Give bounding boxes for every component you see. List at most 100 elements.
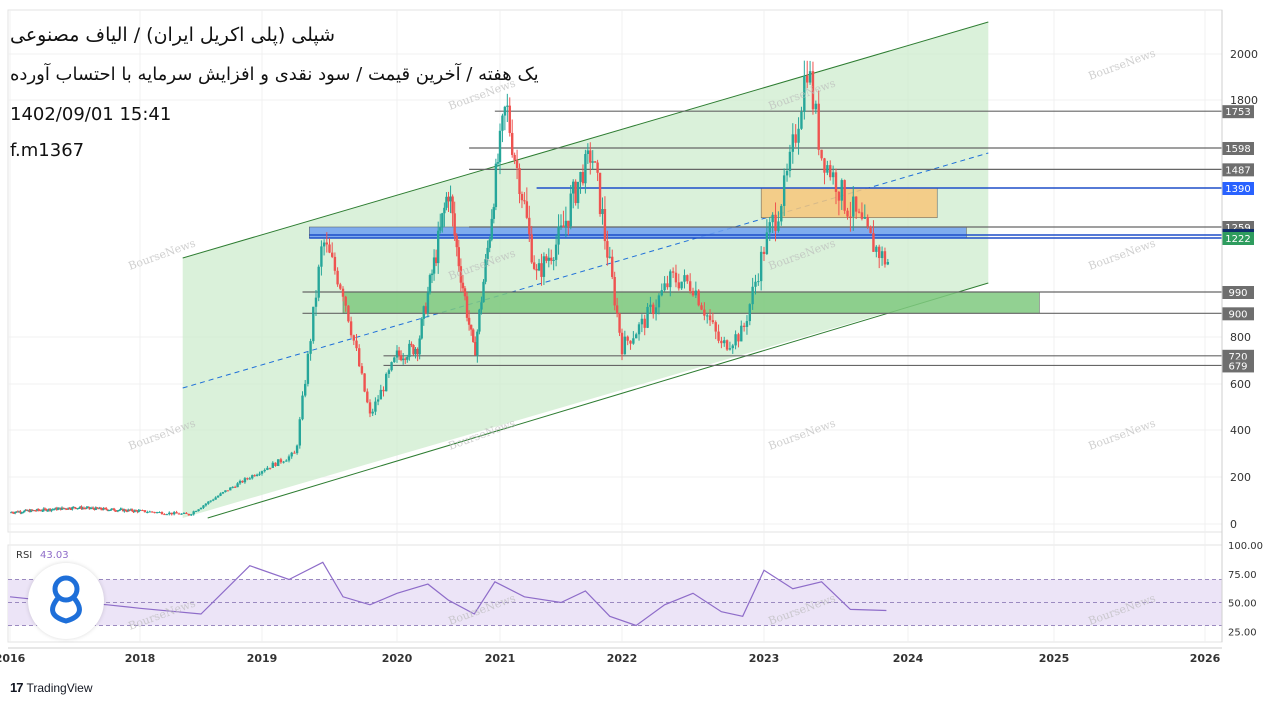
candle-body xyxy=(618,313,621,333)
candle-body xyxy=(132,511,135,513)
candle-body xyxy=(723,340,726,344)
candle-body xyxy=(598,172,602,215)
candle-body xyxy=(279,459,283,463)
candle-body xyxy=(589,150,592,163)
candle-body xyxy=(486,247,489,260)
candle-body xyxy=(155,512,159,514)
candle-body xyxy=(780,205,783,222)
candle-body xyxy=(212,499,215,501)
candle-body xyxy=(382,389,385,392)
candle-body xyxy=(229,487,232,491)
candle-body xyxy=(14,512,17,514)
candle-body xyxy=(547,257,550,261)
candle-body xyxy=(788,151,792,171)
candle-body xyxy=(511,132,514,155)
candle-body xyxy=(46,510,49,512)
candle-body xyxy=(124,509,127,511)
rsi-pane: 100.00 75.00 50.00 25.00 RSI 43.03 xyxy=(8,541,1263,638)
candle-body xyxy=(45,509,48,511)
candle-body xyxy=(268,467,272,469)
candle-body xyxy=(441,213,444,228)
candle-body xyxy=(393,357,396,363)
candle-body xyxy=(63,508,66,510)
candle-body xyxy=(89,508,92,510)
candle-body xyxy=(686,275,689,282)
tradingview-brand: 17 TradingView xyxy=(10,680,93,695)
candle-body xyxy=(694,290,698,296)
candle-body xyxy=(194,511,198,513)
candle-body xyxy=(691,290,695,296)
candle-body xyxy=(432,257,436,274)
candle-body xyxy=(669,271,672,288)
candle-body xyxy=(463,288,467,297)
candle-body xyxy=(482,281,485,303)
candle-body xyxy=(366,391,369,403)
candle-body xyxy=(17,511,21,513)
candle-body xyxy=(584,154,587,184)
candle-body xyxy=(105,508,108,510)
tradingview-label: TradingView xyxy=(26,680,93,695)
candle-body xyxy=(637,324,641,335)
candle-body xyxy=(25,509,29,511)
candle-body xyxy=(371,411,374,414)
candle-body xyxy=(202,505,205,508)
candle-body xyxy=(785,170,789,176)
brand-logo-icon xyxy=(50,575,82,624)
candle-body xyxy=(680,281,683,289)
chart-subtitle: یک هفته / آخرین قیمت / سود نقدی و افزایش… xyxy=(10,64,539,85)
candle-body xyxy=(248,478,251,480)
candle-body xyxy=(134,510,138,512)
candle-body xyxy=(410,343,413,346)
candle-body xyxy=(426,292,430,314)
candle-body xyxy=(754,281,757,287)
candle-body xyxy=(852,196,855,217)
candle-body xyxy=(192,511,195,515)
candle-body xyxy=(177,513,181,515)
candle-body xyxy=(831,172,835,178)
candle-body xyxy=(434,257,438,264)
candle-body xyxy=(43,508,47,510)
level-tag xyxy=(1222,163,1254,177)
candle-body xyxy=(472,329,475,343)
candle-body xyxy=(360,366,364,374)
candle-body xyxy=(51,509,55,511)
candle-body xyxy=(603,209,607,242)
candle-body xyxy=(826,165,829,173)
candle-body xyxy=(114,510,117,512)
candle-body xyxy=(528,217,531,235)
candle-body xyxy=(720,340,723,344)
candle-body xyxy=(60,507,64,510)
candle-body xyxy=(67,507,70,510)
candle-body xyxy=(677,282,680,289)
candle-body xyxy=(803,75,806,112)
level-tag xyxy=(1222,232,1254,245)
candle-body xyxy=(837,191,841,201)
candle-body xyxy=(33,510,36,512)
candle-body xyxy=(508,105,511,133)
candle-body xyxy=(840,180,843,201)
candle-body xyxy=(854,196,858,212)
candle-body xyxy=(860,212,864,219)
candle-body xyxy=(274,462,277,466)
candle-body xyxy=(141,510,144,512)
candle-body xyxy=(363,373,366,392)
candle-body xyxy=(465,296,469,318)
candle-body xyxy=(613,276,616,306)
candle-body xyxy=(320,246,323,267)
candle-body xyxy=(608,256,611,258)
candle-body xyxy=(451,196,454,214)
candle-body xyxy=(829,165,832,178)
candle-body xyxy=(397,350,401,356)
candle-body xyxy=(390,362,393,371)
candle-body xyxy=(243,478,247,483)
candle-body xyxy=(703,309,706,316)
candle-body xyxy=(355,340,358,349)
candle-body xyxy=(878,246,881,259)
level-tag-label: 1753 xyxy=(1225,107,1250,118)
candle-body xyxy=(663,283,666,291)
candle-body xyxy=(745,321,749,327)
candle-body xyxy=(298,419,301,446)
x-tick-label: 2026 xyxy=(1190,652,1221,665)
candle-body xyxy=(53,509,56,511)
candle-body xyxy=(559,225,563,227)
